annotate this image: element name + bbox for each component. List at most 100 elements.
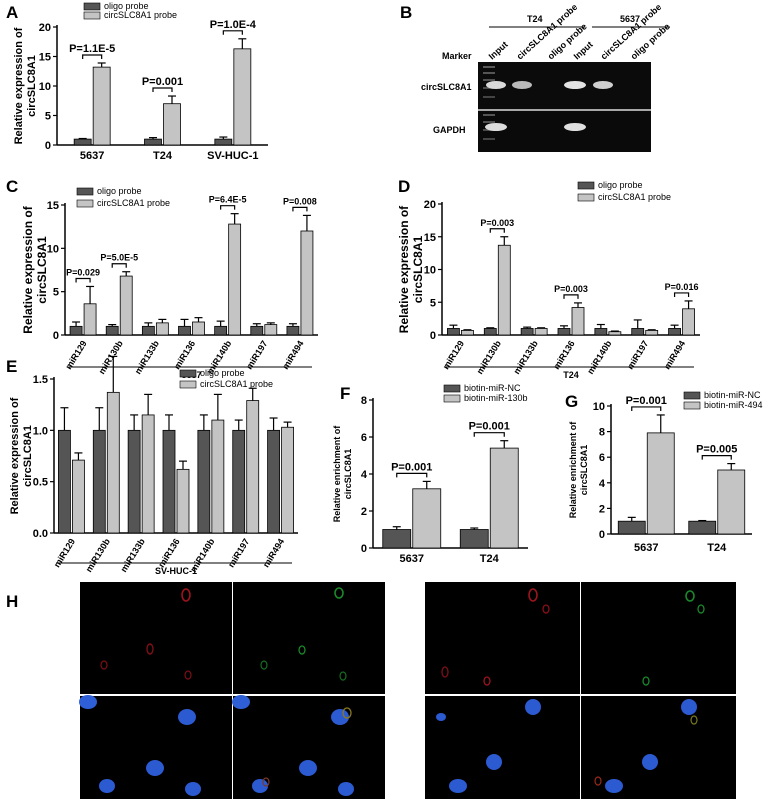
significance-bracket <box>396 472 428 478</box>
gel-band <box>512 81 532 89</box>
bar <box>58 429 71 534</box>
bar <box>232 429 246 534</box>
legend-entry: biotin-miR-NC <box>464 383 521 393</box>
x-tick-label: miR136 <box>551 339 576 371</box>
green-signal <box>260 660 268 670</box>
bar <box>497 244 511 336</box>
image-h-tr-label: miR-130b <box>278 626 314 635</box>
green-signal <box>298 645 306 655</box>
y-tick-label: 4 <box>599 478 606 490</box>
legend-swatch <box>179 380 197 389</box>
p-value-label: P=0.005 <box>696 444 737 456</box>
x-tick-label: miR140b <box>585 338 614 376</box>
panel-label-a: A <box>6 3 18 22</box>
red-signal <box>100 660 108 670</box>
legend-entry: circSLC8A1 probe <box>104 10 177 20</box>
ladder-band <box>483 96 495 98</box>
bar <box>228 223 242 336</box>
gel-lane-label: Input <box>487 39 510 61</box>
bar <box>520 328 534 336</box>
gel-group-5637: 5637 <box>620 14 640 24</box>
bar <box>594 328 608 336</box>
dapi-nucleus <box>185 782 201 796</box>
y-axis-label: Relative enrichment ofcircSLC8A1 <box>568 421 589 519</box>
bar <box>668 328 681 336</box>
image-i-tl-label: circSLC8A1 <box>432 626 477 635</box>
red-signal <box>184 670 192 680</box>
x-axis-label: SV-HUC-1 <box>155 566 197 576</box>
legend-entry: biotin-miR-494 <box>704 400 763 410</box>
legend-swatch <box>577 181 595 190</box>
microscopy-h: circSLC8A1 miR-130b DAPI Merge <box>79 582 385 799</box>
green-signal <box>339 671 347 681</box>
bar <box>162 429 176 534</box>
p-value-label: P=0.029 <box>66 267 100 277</box>
ladder-band <box>483 79 495 81</box>
ladder-band <box>483 121 495 123</box>
bar <box>72 459 85 534</box>
x-tick-label: T24 <box>707 542 727 554</box>
y-axis-label: Relative expression ofcircSLC8A1 <box>9 397 34 514</box>
legend-swatch <box>83 11 101 20</box>
significance-bracket <box>473 432 505 437</box>
x-tick-label: miR130b <box>84 536 113 574</box>
merge-nucleus <box>681 699 697 715</box>
bar <box>631 328 645 336</box>
y-tick-label: 5 <box>430 297 436 309</box>
bar <box>127 429 141 534</box>
legend-entry: oligo probe <box>200 368 245 378</box>
significance-bracket <box>220 205 236 210</box>
image-h-tl-label: circSLC8A1 <box>110 626 155 635</box>
bar <box>163 103 181 146</box>
p-value-label: P=0.001 <box>391 461 432 473</box>
y-axis-label: Relative expression ofcircSLC8A1 <box>13 27 38 144</box>
merge-signal <box>690 715 698 725</box>
ladder-band <box>483 87 495 89</box>
red-signal <box>441 666 449 678</box>
microscopy-i: circSLC8A1 miR-494 DAPI Merge <box>425 582 736 799</box>
x-tick-label: miR494 <box>280 339 305 371</box>
gel-row-circslc8a1: circSLC8A1 <box>421 82 472 92</box>
y-axis-label: Relative expression ofcircSLC8A1 <box>21 205 49 333</box>
x-tick-label: SV-HUC-1 <box>207 150 258 162</box>
y-axis-label: Relative enrichment ofcircSLC8A1 <box>332 425 353 523</box>
gel-marker-label: Marker <box>442 51 472 61</box>
x-tick-label: 5637 <box>634 542 658 554</box>
bar <box>447 328 460 336</box>
legend-swatch <box>683 401 701 410</box>
gel-row-gapdh: GAPDH <box>433 125 466 135</box>
x-tick-label: miR197 <box>625 339 650 371</box>
p-value-label: P=0.008 <box>283 196 317 206</box>
merge-nucleus <box>232 695 250 709</box>
x-tick-label: miR129 <box>441 339 466 371</box>
bar <box>214 325 228 336</box>
y-tick-label: 15 <box>424 232 436 244</box>
significance-bracket <box>563 294 579 299</box>
bar <box>608 331 622 336</box>
bar <box>119 275 133 336</box>
y-tick-label: 15 <box>39 52 51 64</box>
bar <box>483 328 497 336</box>
panel-label-b: B <box>400 3 412 22</box>
ladder-band <box>483 138 495 140</box>
x-tick-label: 5637 <box>80 150 104 162</box>
y-tick-label: 8 <box>599 427 605 439</box>
merge-signal <box>342 707 352 719</box>
bar <box>281 426 294 534</box>
significance-bracket <box>82 54 103 59</box>
y-tick-label: 0.5 <box>33 477 48 489</box>
bar <box>412 488 442 549</box>
bar <box>105 325 119 336</box>
p-value-label: P=0.016 <box>665 282 699 292</box>
x-tick-label: miR129 <box>63 339 88 371</box>
bar <box>489 447 519 549</box>
image-i-circslc8a1 <box>425 582 580 694</box>
x-tick-label: miR130b <box>97 338 126 376</box>
legend-swatch <box>83 2 101 11</box>
legend-entry: circSLC8A1 probe <box>598 192 671 202</box>
merge-nucleus <box>331 709 349 725</box>
y-tick-label: 10 <box>47 243 59 255</box>
ladder-band <box>483 114 495 116</box>
